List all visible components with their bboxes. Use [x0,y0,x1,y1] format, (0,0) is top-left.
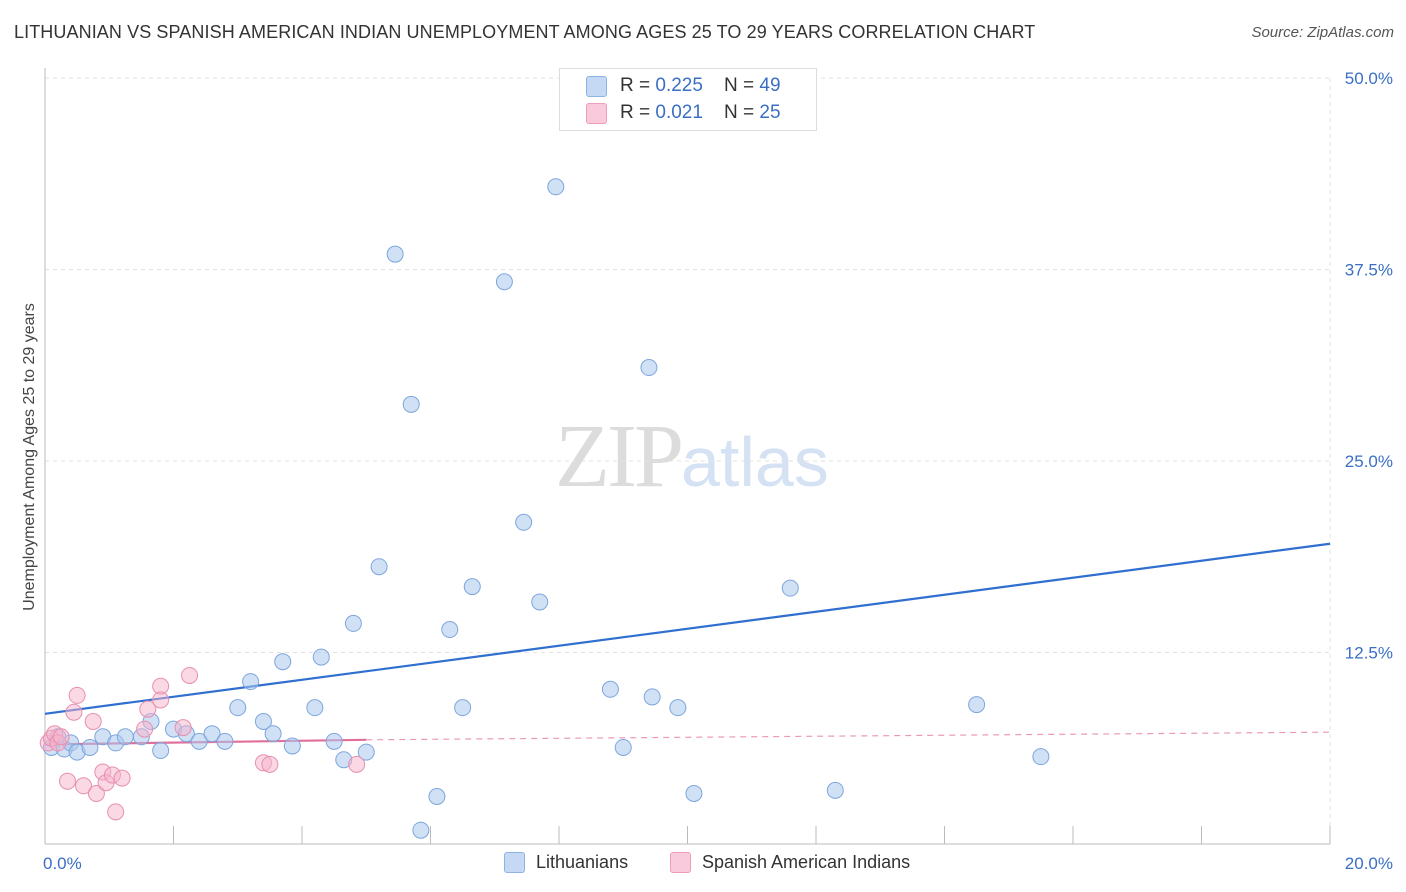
point-spanish-american-indians [84,712,102,730]
point-spanish-american-indians [52,728,70,746]
legend-label-spanish-american-indians: Spanish American Indians [702,852,911,872]
point-lithuanians [495,273,513,291]
point-spanish-american-indians [107,803,125,821]
point-lithuanians [547,178,565,196]
legend-item-lithuanians: Lithuanians [504,852,628,873]
r-label: R = [620,102,656,123]
n-value: 25 [759,102,781,123]
r-value: 0.225 [655,75,703,96]
r-label: R = [620,75,656,96]
point-lithuanians [216,732,234,750]
point-spanish-american-indians [348,755,366,773]
x-tick-label: 0.0% [43,854,82,873]
point-lithuanians [370,558,388,576]
point-lithuanians [968,696,986,714]
r-value: 0.021 [655,102,703,123]
gridlines [45,77,1331,844]
point-lithuanians [463,578,481,596]
point-lithuanians [781,579,799,597]
point-lithuanians [669,699,687,717]
watermark-zip: ZIP [555,407,684,506]
point-spanish-american-indians [152,691,170,709]
point-lithuanians [116,728,134,746]
point-lithuanians [601,680,619,698]
y-tick-label: 25.0% [1345,452,1393,471]
legend-label-lithuanians: Lithuanians [536,852,629,872]
point-lithuanians [81,738,99,756]
point-lithuanians [685,784,703,802]
y-tick-label: 37.5% [1345,261,1393,280]
point-lithuanians [242,673,260,691]
watermark-atlas: atlas [681,423,829,501]
point-lithuanians [402,395,420,413]
point-spanish-american-indians [181,666,199,684]
point-spanish-american-indians [113,769,131,787]
source-credit: Source: ZipAtlas.com [1251,24,1394,41]
n-label: N = [724,75,760,96]
axes [44,68,1331,845]
point-lithuanians [190,732,208,750]
y-tick-label: 50.0% [1345,69,1393,88]
axis-labels: 12.5% 25.0% 37.5% 50.0% 0.0% 20.0% Unemploymen… [21,69,1393,873]
point-spanish-american-indians [75,777,93,795]
point-lithuanians [312,648,330,666]
lithuanians-swatch [504,852,525,873]
point-lithuanians [454,699,472,717]
lithuanians-swatch [586,76,607,97]
point-lithuanians [643,688,661,706]
point-lithuanians [203,725,221,743]
spanish-american-indians-swatch [586,103,607,124]
point-lithuanians [826,781,844,799]
y-axis-title: Unemployment Among Ages 25 to 29 years [21,303,38,611]
point-spanish-american-indians [174,719,192,737]
y-tick-label: 12.5% [1345,644,1393,663]
point-spanish-american-indians [58,772,76,790]
point-lithuanians [428,788,446,806]
point-spanish-american-indians [136,720,154,738]
point-lithuanians [229,699,247,717]
n-label: N = [724,102,760,123]
point-spanish-american-indians [139,700,157,718]
point-spanish-american-indians [68,686,86,704]
point-lithuanians [152,742,170,760]
data-points [39,178,1050,839]
stats-legend: R = 0.225 N = 49 R = 0.021 N = 25 [559,68,817,131]
point-lithuanians [254,712,272,730]
point-lithuanians [1032,748,1050,766]
chart-title: LITHUANIAN VS SPANISH AMERICAN INDIAN UN… [14,22,1036,42]
point-lithuanians [531,593,549,611]
point-lithuanians [357,743,375,761]
point-lithuanians [412,821,430,839]
n-value: 49 [759,75,781,96]
point-lithuanians [344,614,362,632]
trend-line-spanish-american-indians-extended [366,731,1331,741]
point-spanish-american-indians [261,755,279,773]
spanish-american-indians-swatch [670,852,691,873]
point-lithuanians [614,738,632,756]
point-lithuanians [306,699,324,717]
point-lithuanians [386,245,404,263]
point-lithuanians [264,725,282,743]
x-tick-label: 20.0% [1345,854,1393,873]
point-lithuanians [325,732,343,750]
legend-item-spanish-american-indians: Spanish American Indians [670,852,910,873]
point-lithuanians [274,653,292,671]
point-lithuanians [640,359,658,377]
point-lithuanians [283,737,301,755]
point-spanish-american-indians [65,703,83,721]
point-lithuanians [441,621,459,639]
point-lithuanians [515,513,533,531]
watermark: ZIPatlas [555,405,829,508]
point-spanish-american-indians [87,784,105,802]
trend-line-lithuanians [44,542,1331,715]
